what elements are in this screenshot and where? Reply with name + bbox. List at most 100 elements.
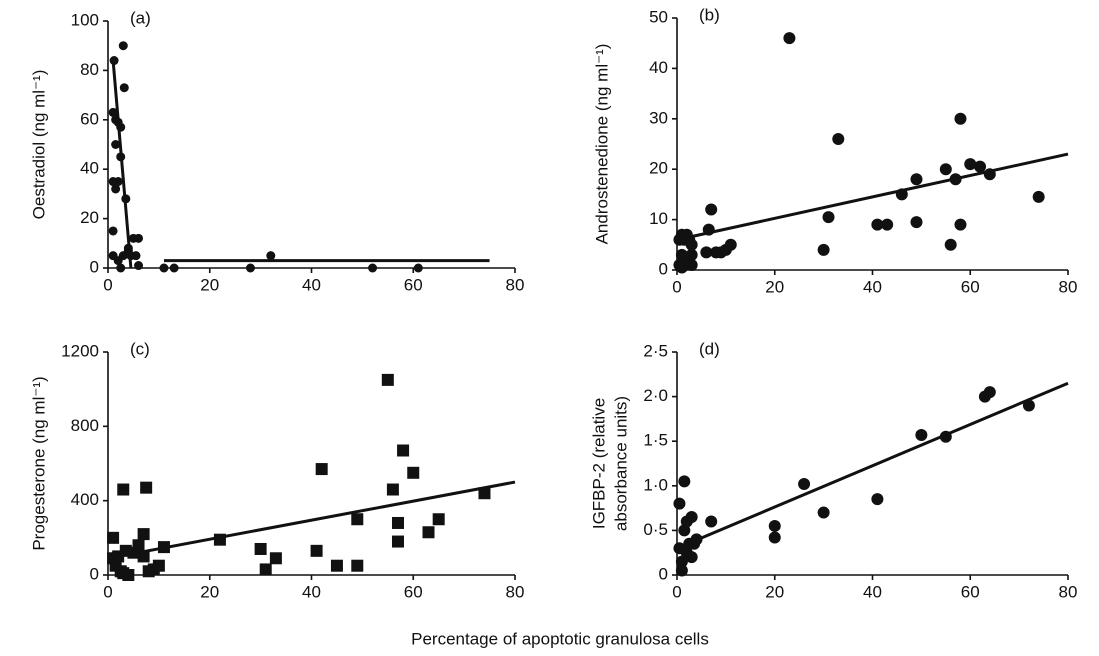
point	[675, 261, 688, 274]
point	[817, 506, 830, 519]
x-tick-label: 80	[1059, 582, 1078, 601]
x-tick-label: 40	[863, 277, 882, 296]
point	[111, 184, 121, 194]
x-tick-label: 20	[765, 582, 784, 601]
y-tick-label: 40	[649, 58, 668, 77]
point	[768, 531, 781, 544]
figure-x-label: Percentage of apoptotic granulosa cells	[411, 629, 709, 648]
point	[983, 386, 996, 399]
x-tick-label: 0	[103, 582, 112, 601]
y-tick-label: 0	[659, 564, 668, 583]
y-tick-label: 20	[80, 208, 99, 227]
point	[798, 478, 811, 491]
point	[134, 261, 144, 271]
point	[422, 526, 435, 539]
point	[673, 497, 686, 510]
x-tick-label: 60	[961, 277, 980, 296]
point	[939, 430, 952, 443]
point	[119, 83, 129, 93]
point	[685, 248, 698, 261]
point	[702, 223, 715, 236]
point	[705, 515, 718, 528]
point	[678, 475, 691, 488]
point	[107, 531, 120, 544]
point	[822, 211, 835, 224]
point	[949, 173, 962, 186]
panel-label: (a)	[130, 8, 151, 27]
x-tick-label: 20	[200, 582, 219, 601]
trend-line	[676, 381, 1069, 550]
y-axis-label: Androstenedione (ng ml⁻¹)	[592, 44, 611, 245]
y-tick-label: 800	[71, 416, 99, 435]
y-tick-label: 1200	[61, 341, 99, 360]
point	[391, 535, 404, 548]
point	[685, 258, 698, 271]
point	[152, 559, 165, 572]
point	[910, 173, 923, 186]
point	[123, 243, 133, 253]
x-tick-label: 0	[672, 277, 681, 296]
point	[131, 251, 141, 261]
y-tick-label: 80	[80, 60, 99, 79]
point	[381, 373, 394, 386]
x-tick-label: 80	[506, 275, 525, 294]
y-tick-label: 0·5	[643, 520, 668, 539]
y-axis-label: absorbance units)	[611, 396, 630, 531]
point	[768, 519, 781, 532]
point	[140, 481, 153, 494]
point	[134, 233, 144, 243]
panel-label: (b)	[699, 5, 720, 24]
trend-line	[111, 60, 133, 269]
y-axis-label: Oestradiol (ng ml⁻¹)	[29, 70, 48, 220]
panel-label: (d)	[699, 339, 720, 358]
point	[685, 238, 698, 251]
y-tick-label: 0	[659, 259, 668, 278]
point	[259, 563, 272, 576]
point	[368, 263, 378, 273]
point	[983, 168, 996, 181]
point	[895, 188, 908, 201]
point	[213, 533, 226, 546]
point	[974, 160, 987, 173]
point	[432, 513, 445, 526]
point	[137, 550, 150, 563]
point	[944, 238, 957, 251]
point	[137, 528, 150, 541]
point	[915, 428, 928, 441]
point	[108, 107, 118, 117]
point	[413, 263, 423, 273]
point	[478, 487, 491, 500]
point	[705, 203, 718, 216]
y-tick-label: 20	[649, 159, 668, 178]
x-tick-label: 60	[404, 582, 423, 601]
point	[315, 463, 328, 476]
trend-line	[676, 152, 1069, 242]
point	[266, 251, 276, 261]
point	[954, 112, 967, 125]
y-tick-label: 50	[649, 7, 668, 26]
point	[351, 513, 364, 526]
x-tick-label: 40	[302, 582, 321, 601]
point	[407, 466, 420, 479]
y-tick-label: 1·5	[643, 431, 668, 450]
point	[116, 152, 126, 162]
x-tick-label: 60	[404, 275, 423, 294]
point	[169, 263, 179, 273]
point	[871, 218, 884, 231]
point	[397, 444, 410, 457]
x-tick-label: 20	[765, 277, 784, 296]
y-tick-label: 2·0	[643, 386, 668, 405]
point	[109, 56, 119, 66]
point	[254, 542, 267, 555]
point	[690, 533, 703, 546]
panel-label: (c)	[130, 339, 150, 358]
point	[108, 226, 118, 236]
x-tick-label: 0	[103, 275, 112, 294]
y-axis-label: Progesterone (ng ml⁻¹)	[29, 376, 48, 550]
point	[675, 564, 688, 577]
point	[132, 539, 145, 552]
point	[269, 552, 282, 565]
point	[954, 218, 967, 231]
point	[391, 516, 404, 529]
y-axis-label: IGFBP-2 (relative	[589, 398, 608, 529]
